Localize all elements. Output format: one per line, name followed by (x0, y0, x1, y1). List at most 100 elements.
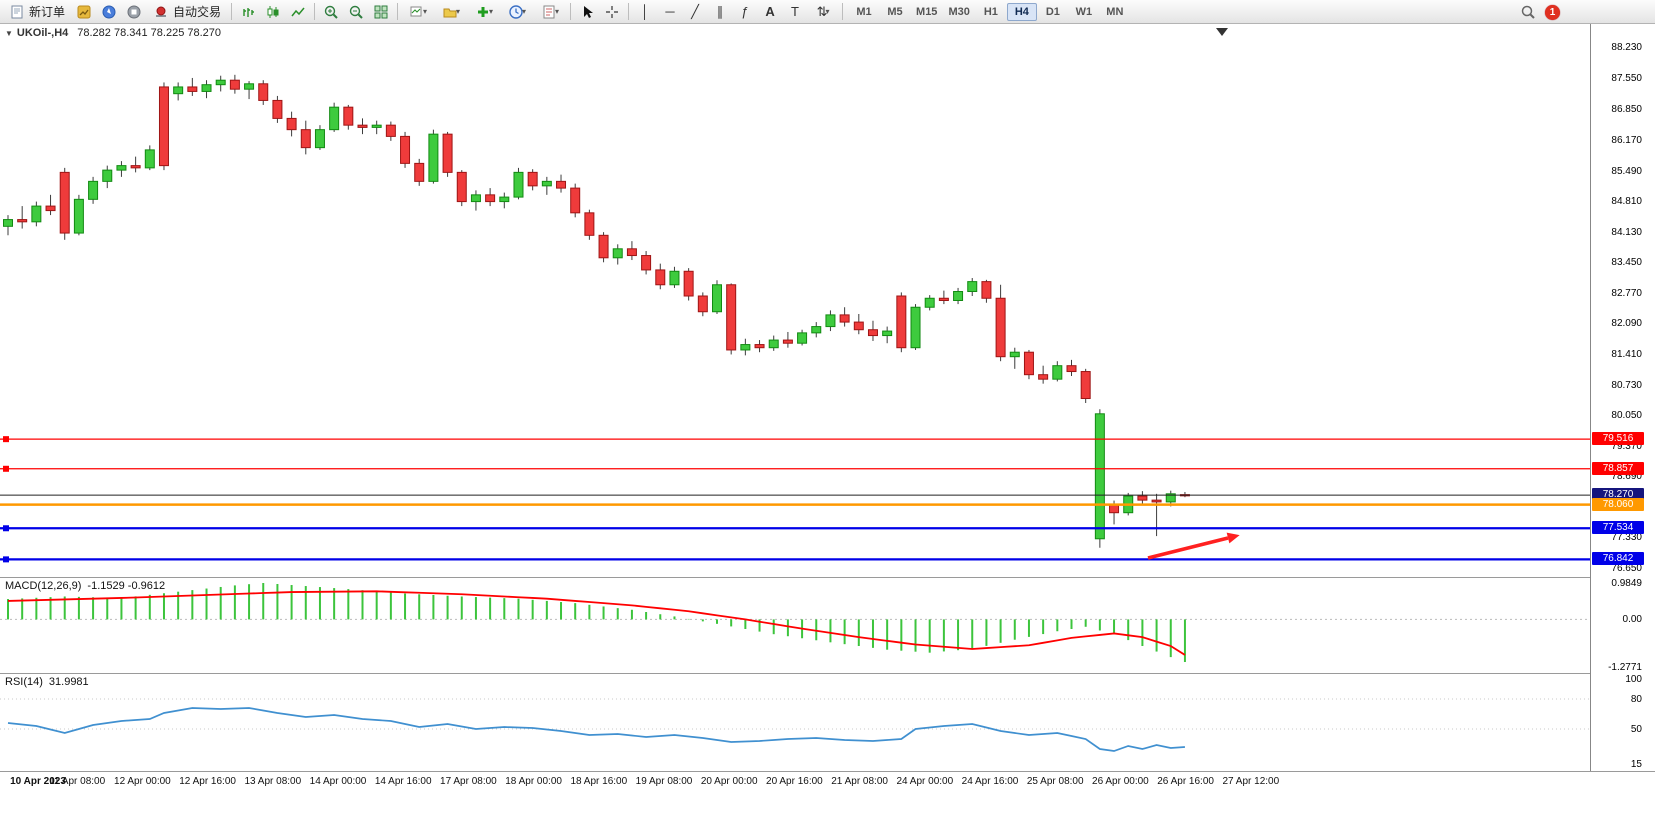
candle[interactable] (839, 307, 850, 327)
candle[interactable] (485, 188, 496, 207)
tf-h1-button[interactable]: H1 (983, 5, 998, 18)
candle[interactable] (570, 183, 581, 218)
text-tool-button[interactable]: A (758, 1, 782, 23)
candle[interactable] (272, 95, 283, 123)
candle[interactable] (130, 156, 141, 173)
tf-d1-button[interactable]: D1 (1045, 5, 1060, 18)
candle[interactable] (173, 82, 184, 101)
candle[interactable] (853, 313, 864, 335)
candle[interactable] (88, 176, 99, 204)
candle[interactable] (1094, 409, 1105, 548)
candle[interactable] (17, 206, 28, 229)
periods-button[interactable]: ▾ (501, 1, 533, 23)
candle[interactable] (867, 320, 878, 341)
candle[interactable] (45, 194, 56, 216)
new-chart-button[interactable]: ▾ (402, 1, 434, 23)
line-chart-button[interactable] (286, 1, 310, 23)
market-watch-button[interactable] (72, 1, 96, 23)
zoom-in-button[interactable] (319, 1, 343, 23)
candle[interactable] (1179, 491, 1190, 498)
candle[interactable] (385, 121, 396, 141)
arrow-annotation[interactable] (1147, 536, 1229, 560)
candle[interactable] (726, 283, 737, 355)
tf-m5-button[interactable]: M5 (887, 5, 903, 18)
candle[interactable] (470, 190, 481, 211)
candle[interactable] (116, 161, 127, 177)
candle[interactable] (598, 232, 609, 263)
tf-w1-button[interactable]: W1 (1075, 5, 1093, 18)
candle[interactable] (1023, 349, 1034, 380)
candle[interactable] (144, 145, 155, 171)
vertical-line-tool-button[interactable]: │ (633, 1, 657, 23)
candle[interactable] (641, 251, 652, 275)
candle[interactable] (683, 268, 694, 301)
candle[interactable] (456, 170, 467, 207)
candle[interactable] (768, 335, 779, 351)
candle[interactable] (541, 176, 552, 195)
templates-button[interactable]: ▾ (534, 1, 566, 23)
candle[interactable] (244, 81, 255, 100)
candle[interactable] (655, 263, 666, 290)
candle[interactable] (1009, 347, 1020, 369)
candle[interactable] (882, 326, 893, 344)
candle[interactable] (584, 209, 595, 240)
candle[interactable] (513, 167, 524, 200)
pane-splitter[interactable] (0, 577, 1655, 578)
terminal-button[interactable] (122, 1, 146, 23)
candle[interactable] (258, 80, 269, 105)
candle[interactable] (215, 75, 226, 92)
tf-m1-button[interactable]: M1 (856, 5, 872, 18)
candle[interactable] (414, 158, 425, 186)
candle[interactable] (811, 322, 822, 338)
candle[interactable] (782, 331, 793, 348)
candlestick-chart-button[interactable] (261, 1, 285, 23)
candle[interactable] (669, 266, 680, 288)
price-axis[interactable]: 88.230 87.550 86.850 86.170 85.490 84.810 84.1… (1590, 24, 1655, 771)
rsi-chart-canvas[interactable] (0, 674, 1590, 771)
candle[interactable] (626, 241, 637, 261)
pane-splitter[interactable] (0, 673, 1655, 674)
candle[interactable] (499, 192, 510, 209)
profiles-button[interactable]: ▾ (435, 1, 467, 23)
candle[interactable] (314, 125, 325, 150)
fibonacci-tool-button[interactable]: ƒ (733, 1, 757, 23)
candle[interactable] (612, 244, 623, 265)
notification-badge[interactable]: 1 (1545, 4, 1560, 20)
candle[interactable] (201, 80, 212, 99)
candle[interactable] (967, 278, 978, 297)
date-axis[interactable]: 10 Apr 2023 11 Apr 08:00 12 Apr 00:00 12 Ap… (0, 772, 1655, 794)
candle[interactable] (995, 284, 1006, 362)
horizontal-line-tool-button[interactable]: ─ (658, 1, 682, 23)
crosshair-button[interactable] (600, 1, 624, 23)
candle[interactable] (73, 194, 84, 236)
channel-tool-button[interactable]: ∥ (708, 1, 732, 23)
candle[interactable] (329, 102, 340, 132)
tf-mn-button[interactable]: MN (1106, 5, 1124, 18)
candle[interactable] (924, 295, 935, 311)
line-handle[interactable] (3, 556, 9, 563)
main-chart-canvas[interactable] (0, 24, 1590, 577)
candle[interactable] (400, 131, 411, 168)
arrows-tool-button[interactable]: ⇅ ▾ (808, 1, 838, 23)
candle[interactable] (1052, 361, 1063, 382)
tf-m30-button[interactable]: M30 (948, 5, 970, 18)
candle[interactable] (1151, 493, 1162, 537)
candle[interactable] (797, 329, 808, 346)
candle[interactable] (102, 165, 113, 189)
candle[interactable] (754, 340, 765, 353)
candle[interactable] (938, 290, 949, 305)
candle[interactable] (712, 280, 722, 314)
candle[interactable] (1080, 368, 1091, 404)
candle[interactable] (357, 118, 368, 135)
label-tool-button[interactable]: T (783, 1, 807, 23)
candle[interactable] (187, 77, 198, 96)
candle[interactable] (158, 82, 169, 171)
candle[interactable] (442, 131, 453, 177)
navigator-button[interactable] (97, 1, 121, 23)
tf-h4-button[interactable]: H4 (1006, 2, 1037, 21)
candle[interactable] (697, 292, 708, 317)
candle[interactable] (286, 111, 297, 137)
chart-shift-marker-icon[interactable] (1216, 28, 1228, 36)
line-handle[interactable] (3, 436, 9, 443)
candle[interactable] (1137, 491, 1148, 505)
